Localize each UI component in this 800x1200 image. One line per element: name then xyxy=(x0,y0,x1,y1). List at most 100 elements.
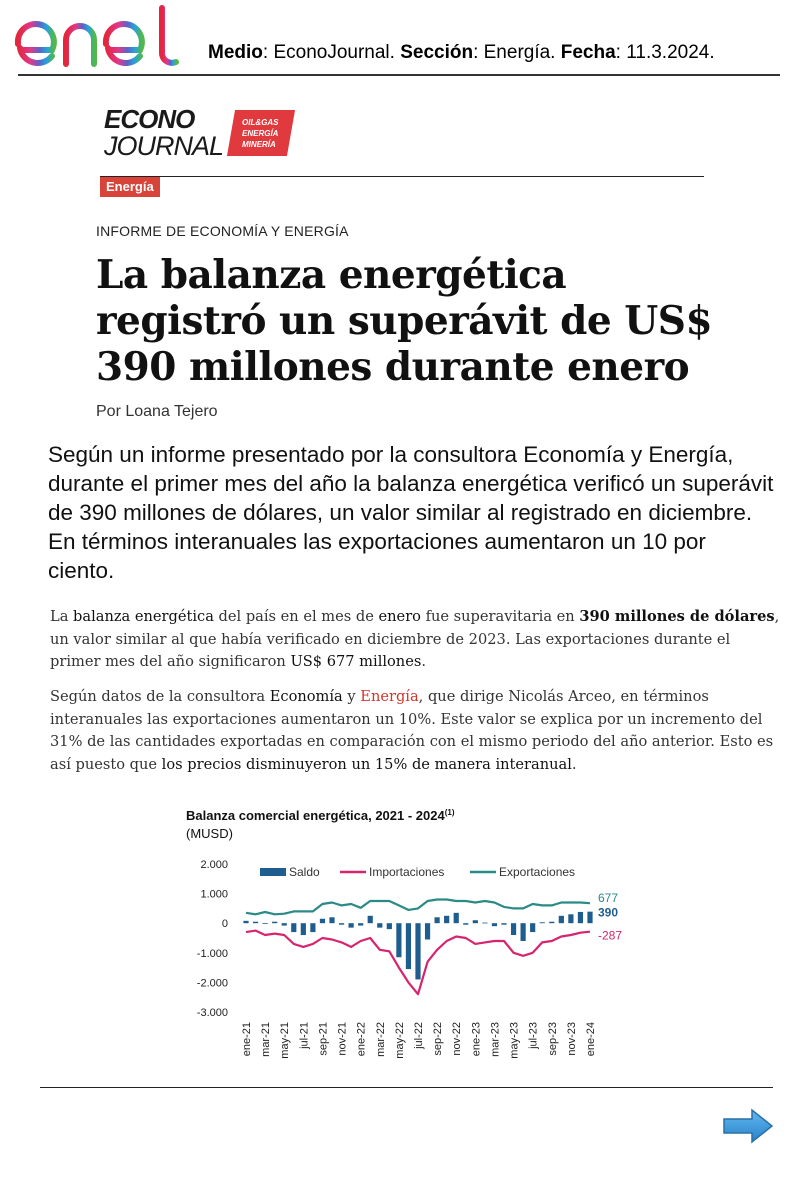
legend-swatch-saldo xyxy=(260,868,286,876)
saldo-bar xyxy=(367,915,373,924)
saldo-bar xyxy=(491,923,498,927)
energia-link[interactable]: Energía xyxy=(360,688,419,705)
article-paragraph-1: La balanza energética del país en el mes… xyxy=(50,608,780,670)
saldo-bar xyxy=(424,923,431,940)
logo-word-econo: ECONO xyxy=(104,104,195,134)
saldo-bar xyxy=(482,922,488,924)
y-tick-label: -2.000 xyxy=(197,977,228,989)
x-tick-label: ene-24 xyxy=(585,1022,597,1056)
saldo-bar xyxy=(262,923,268,924)
saldo-bars xyxy=(243,911,593,980)
saldo-bar xyxy=(568,914,574,924)
saldo-bar xyxy=(396,923,402,958)
saldo-bar xyxy=(405,923,412,970)
seccion-value: : Energía. xyxy=(473,42,561,63)
saldo-bar xyxy=(319,918,326,924)
saldo-bar xyxy=(463,923,469,925)
chart-legend: Saldo Importaciones Exportaciones xyxy=(260,865,575,879)
x-tick-label: mar-22 xyxy=(375,1022,387,1057)
x-tick-label: nov-23 xyxy=(566,1022,578,1056)
legend-label: Exportaciones xyxy=(499,865,575,879)
saldo-bar xyxy=(434,917,440,924)
article-byline: Por Loana Tejero xyxy=(96,403,218,420)
section-divider xyxy=(100,176,704,177)
article-title: La balanza energética registró un superá… xyxy=(96,252,713,390)
x-axis: ene-21 mar-21 may-21 jul-21 sep-21 nov-21 ene-… xyxy=(241,1022,597,1059)
y-tick-label: 1.000 xyxy=(200,889,228,901)
saldo-bar xyxy=(510,923,517,936)
section-tag[interactable]: Energía xyxy=(100,177,160,197)
x-tick-label: ene-22 xyxy=(356,1022,368,1056)
saldo-bar xyxy=(338,923,345,925)
x-tick-label: sep-23 xyxy=(547,1022,559,1056)
y-tick-label: 2.000 xyxy=(200,859,228,871)
y-tick-label: -1.000 xyxy=(197,948,228,960)
x-tick-label: ene-21 xyxy=(241,1022,253,1056)
saldo-bar xyxy=(358,923,364,926)
x-tick-label: sep-22 xyxy=(432,1022,444,1056)
econojournal-logo: ECONO JOURNAL OIL&GAS ENERGÍA MINERÍA xyxy=(104,106,304,162)
fecha-value: : 11.3.2024. xyxy=(615,42,715,63)
saldo-bar xyxy=(587,911,593,924)
legend-label: Saldo xyxy=(289,865,320,879)
header-divider xyxy=(18,74,780,76)
series-lines xyxy=(245,898,591,996)
saldo-bar xyxy=(386,923,392,930)
x-tick-label: ene-23 xyxy=(470,1022,482,1056)
x-tick-label: mar-21 xyxy=(260,1022,272,1057)
chart-subtitle: (MUSD) xyxy=(186,826,233,841)
x-tick-label: may-21 xyxy=(279,1022,291,1059)
svg-text:enel: enel xyxy=(12,4,15,5)
saldo-bar xyxy=(415,923,421,980)
saldo-bar xyxy=(377,923,383,928)
saldo-bar xyxy=(281,923,287,926)
saldo-bar xyxy=(348,923,354,928)
footer-divider xyxy=(40,1087,773,1088)
logo-word-journal: JOURNAL xyxy=(104,131,224,161)
x-tick-label: nov-21 xyxy=(337,1022,349,1056)
saldo-bar xyxy=(577,911,584,924)
x-tick-label: may-22 xyxy=(394,1022,406,1059)
article-kicker: INFORME DE ECONOMÍA Y ENERGÍA xyxy=(96,223,349,239)
saldo-bar xyxy=(300,923,306,936)
exportaciones-line xyxy=(245,898,591,916)
medio-label: Medio xyxy=(208,42,263,63)
end-label-importaciones: -287 xyxy=(598,929,622,943)
saldo-bar xyxy=(272,921,278,924)
x-tick-label: may-23 xyxy=(509,1022,521,1059)
legend-label: Importaciones xyxy=(369,865,444,879)
saldo-bar xyxy=(291,923,297,933)
y-tick-label: -3.000 xyxy=(197,1007,228,1019)
chart-title: Balanza comercial energética, 2021 - 202… xyxy=(186,808,455,823)
importaciones-line xyxy=(245,929,591,996)
saldo-bar xyxy=(501,923,507,925)
article-lead: Según un informe presentado por la consu… xyxy=(48,442,774,583)
arrow-right-icon[interactable] xyxy=(722,1108,774,1144)
saldo-bar xyxy=(520,923,526,941)
x-tick-label: sep-21 xyxy=(317,1022,329,1056)
x-tick-label: jul-21 xyxy=(298,1022,310,1050)
seccion-label: Sección xyxy=(400,42,474,63)
end-label-exportaciones: 677 xyxy=(598,891,618,905)
saldo-bar xyxy=(252,921,259,924)
saldo-bar xyxy=(444,915,450,924)
saldo-bar xyxy=(453,912,459,924)
article-paragraph-2: Según datos de la consultora Economía y … xyxy=(50,688,774,773)
logo-badge-text: OIL&GAS ENERGÍA MINERÍA xyxy=(242,118,279,149)
saldo-bar xyxy=(539,922,545,924)
y-axis: 2.000 1.000 0 -1.000 -2.000 -3.000 xyxy=(197,859,228,1019)
x-tick-label: mar-23 xyxy=(489,1022,501,1057)
y-tick-label: 0 xyxy=(222,918,228,930)
saldo-bar xyxy=(530,923,536,933)
medio-value: : EconoJournal. xyxy=(262,42,401,63)
saldo-bar xyxy=(472,920,478,924)
enel-logo: enel xyxy=(12,4,179,67)
fecha-label: Fecha xyxy=(560,42,616,63)
saldo-bar xyxy=(243,920,249,924)
energy-balance-chart: Balanza comercial energética, 2021 - 202… xyxy=(186,808,622,1059)
saldo-bar xyxy=(310,923,316,933)
x-tick-label: nov-22 xyxy=(451,1022,463,1056)
saldo-bar xyxy=(329,917,335,924)
end-label-saldo: 390 xyxy=(598,906,618,920)
